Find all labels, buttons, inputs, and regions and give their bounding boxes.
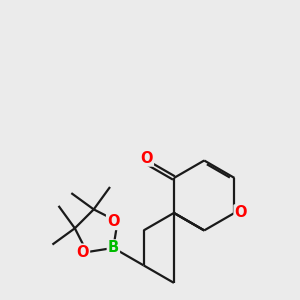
Text: O: O: [235, 206, 247, 220]
Text: O: O: [76, 244, 89, 260]
Text: O: O: [107, 214, 120, 229]
Text: O: O: [140, 151, 153, 166]
Text: B: B: [108, 240, 119, 255]
